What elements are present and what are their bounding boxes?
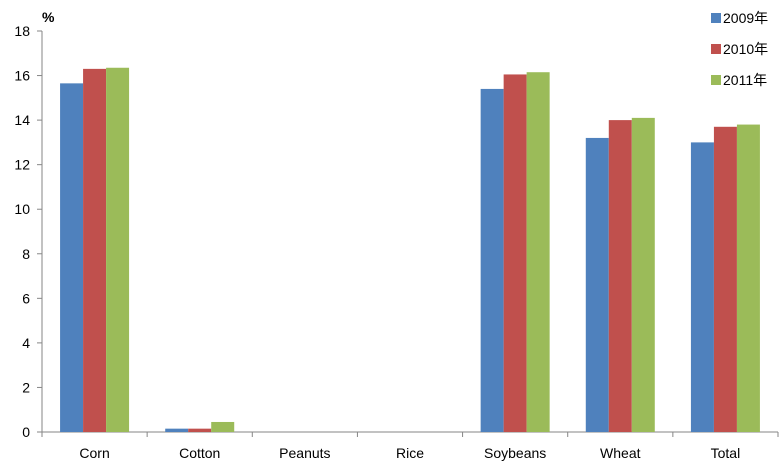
x-tick-label: Soybeans [484,445,546,461]
x-tick-label: Wheat [600,445,641,461]
y-tick-label: 18 [14,23,30,39]
bar-cotton-2009 [165,428,189,432]
bar-total-2011 [736,124,760,433]
y-tick-label: 12 [14,157,30,173]
bar-soybeans-2009 [480,88,504,432]
y-tick-label: 0 [22,424,30,440]
bar-cotton-2010 [188,428,212,432]
bar-corn-2011 [106,67,130,432]
bar-wheat-2009 [585,137,609,432]
y-tick-label: 14 [14,112,30,128]
bar-corn-2009 [60,83,84,432]
bar-soybeans-2010 [503,74,527,433]
bar-wheat-2011 [631,117,655,432]
y-tick-label: 2 [22,379,30,395]
x-tick-label: Total [711,445,741,461]
bar-corn-2010 [83,68,107,432]
legend-swatch [711,44,721,54]
x-tick-label: Cotton [179,445,220,461]
y-tick-label: 10 [14,201,30,217]
legend-swatch [711,13,721,23]
bar-cotton-2011 [211,421,235,432]
y-tick-label: 4 [22,335,30,351]
x-tick-label: Corn [79,445,109,461]
bar-soybeans-2011 [526,72,550,432]
legend: 2009年 2010年 2011年 [711,10,768,88]
legend-label: 2009年 [723,10,768,26]
bar-total-2010 [713,126,737,433]
y-tick-label: 16 [14,68,30,84]
x-tick-label: Peanuts [279,445,330,461]
y-tick-label: 6 [22,290,30,306]
bars [60,67,760,433]
y-axis-unit-label: % [42,9,55,25]
x-axis: Corn Cotton Peanuts Rice Soybeans Wheat Total [41,431,779,461]
legend-label: 2010年 [723,41,768,57]
y-axis: 0 2 4 6 8 10 12 14 16 18 [14,23,43,440]
legend-label: 2011年 [723,72,767,88]
y-tick-label: 8 [22,246,30,262]
bar-total-2009 [690,142,714,432]
bar-wheat-2010 [608,120,632,432]
legend-swatch [711,75,721,85]
x-tick-label: Rice [396,445,424,461]
